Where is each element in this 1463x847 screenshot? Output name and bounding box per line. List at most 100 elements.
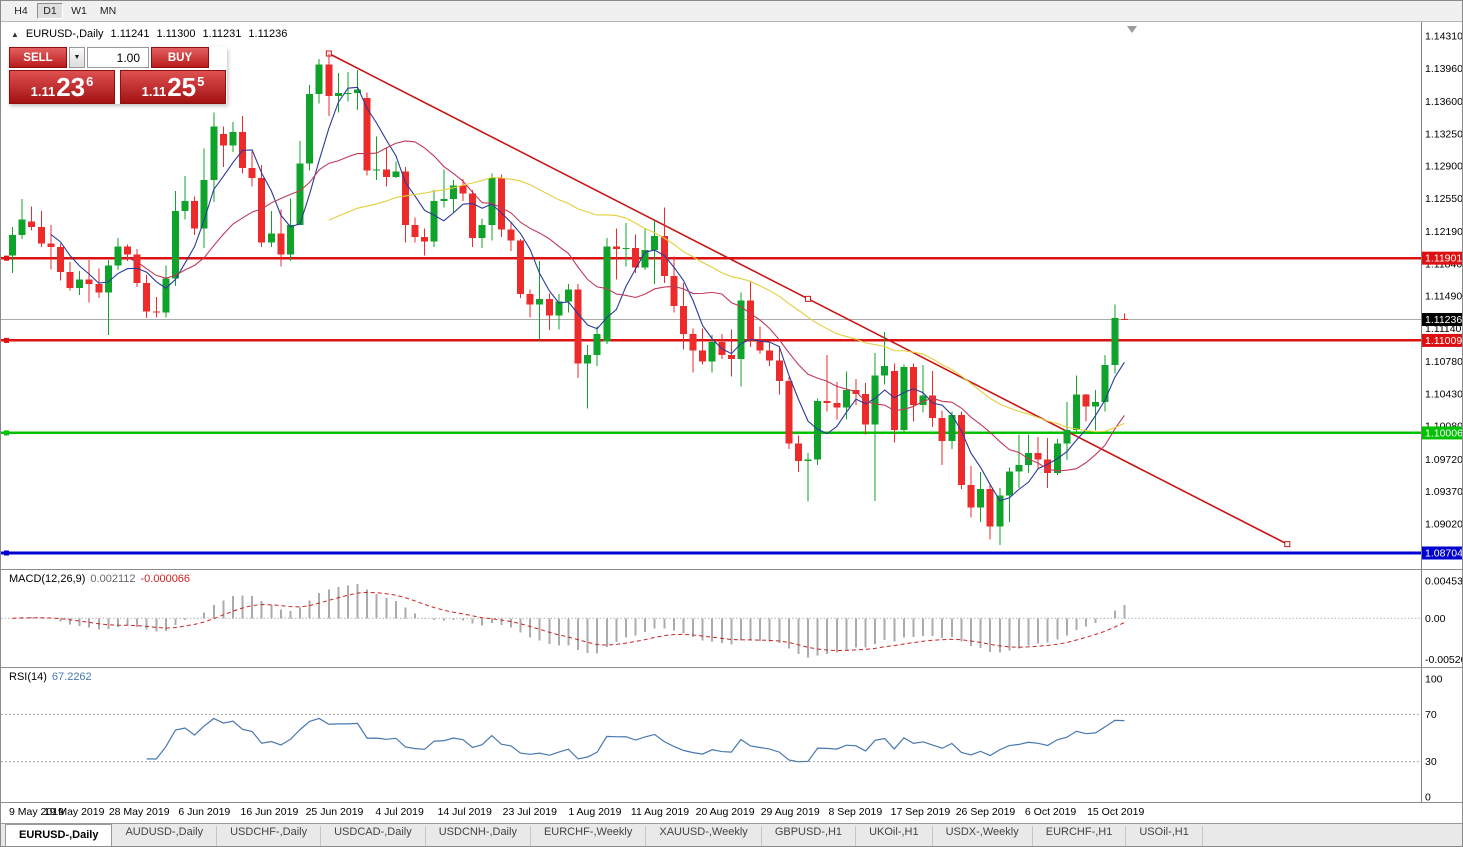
- price-axis-labels: 1.14310 1.13960 1.13600 1.13250 1.12900 1.125…: [1425, 31, 1463, 531]
- svg-text:1.12900: 1.12900: [1425, 161, 1463, 173]
- svg-text:1.10430: 1.10430: [1425, 388, 1463, 400]
- rsi-line: [146, 717, 1125, 763]
- sell-button[interactable]: SELL: [9, 47, 67, 68]
- price-badge-text: 1.08704: [1425, 548, 1463, 560]
- macd-signal-value: -0.000066: [140, 573, 191, 585]
- candles: [9, 53, 1128, 546]
- tab-usdchf-daily[interactable]: USDCHF-,Daily: [217, 826, 322, 846]
- one-click-collapse-icon[interactable]: ▲: [11, 29, 19, 39]
- price-badge: [1422, 426, 1462, 440]
- tab-usoil-h1[interactable]: USOil-,H1: [1126, 826, 1203, 846]
- tab-audusd-daily[interactable]: AUDUSD-,Daily: [112, 826, 218, 846]
- svg-text:0.004536: 0.004536: [1425, 576, 1463, 588]
- ma-line-13: [127, 140, 1125, 472]
- svg-text:1.13600: 1.13600: [1425, 96, 1463, 108]
- svg-text:1.13250: 1.13250: [1425, 128, 1463, 140]
- svg-text:1.09020: 1.09020: [1425, 518, 1463, 530]
- line-handle[interactable]: [4, 550, 9, 556]
- date-label: 17 Sep 2019: [890, 806, 951, 818]
- date-label: 20 Aug 2019: [695, 806, 755, 818]
- buy-price-main: 1.11: [141, 84, 167, 99]
- timeframe-h4-button[interactable]: H4: [8, 3, 34, 19]
- date-label: 9 May 2019: [9, 806, 64, 818]
- macd-value: 0.002112: [90, 573, 136, 585]
- tab-ukoil-h1[interactable]: UKOil-,H1: [856, 826, 933, 846]
- date-label: 28 May 2019: [108, 806, 170, 818]
- buy-button[interactable]: BUY: [151, 47, 209, 68]
- date-label: 29 Aug 2019: [760, 806, 820, 818]
- svg-text:70: 70: [1425, 709, 1437, 721]
- date-label: 11 Aug 2019: [630, 806, 690, 818]
- ma-line-5: [50, 86, 1125, 502]
- trendline-handle[interactable]: [1284, 541, 1291, 548]
- trendline-handle[interactable]: [805, 295, 812, 302]
- macd-header: MACD(12,26,9) 0.002112 -0.000066: [9, 573, 190, 585]
- date-axis: 9 May 2019 19 May 2019 28 May 2019 6 Jun 20…: [1, 803, 1421, 823]
- date-label: 6 Jun 2019: [178, 806, 231, 818]
- date-label: 16 Jun 2019: [240, 806, 299, 818]
- date-label: 19 May 2019: [43, 806, 105, 818]
- line-handle[interactable]: [4, 337, 9, 343]
- price-badge: [1422, 251, 1462, 265]
- svg-text:1.14310: 1.14310: [1425, 31, 1463, 43]
- price-badge: [1422, 312, 1462, 326]
- date-label: 26 Sep 2019: [955, 806, 1016, 818]
- chart-ohlc-header: ▲ EURUSD-,Daily 1.11241 1.11300 1.11231 …: [11, 28, 287, 40]
- rsi-label: RSI(14): [9, 671, 47, 683]
- tab-eurusd-daily[interactable]: EURUSD-,Daily: [5, 824, 113, 846]
- timeframe-d1-button[interactable]: D1: [37, 3, 63, 19]
- date-label: 14 Jul 2019: [437, 806, 492, 818]
- macd-pane[interactable]: 0.004536 0.00 -0.005205: [1, 569, 1463, 667]
- chevron-down-icon: ▼: [73, 54, 81, 61]
- date-label: 6 Oct 2019: [1024, 806, 1077, 818]
- tab-eurchf-weekly[interactable]: EURCHF-,Weekly: [531, 826, 647, 846]
- macd-axis-labels: 0.004536 0.00 -0.005205: [1425, 576, 1463, 667]
- svg-text:30: 30: [1425, 756, 1437, 768]
- svg-text:1.09720: 1.09720: [1425, 454, 1463, 466]
- rsi-value: 67.2262: [51, 671, 92, 683]
- date-label: 4 Jul 2019: [375, 806, 424, 818]
- svg-text:100: 100: [1425, 674, 1443, 686]
- price-badge-text: 1.11236: [1425, 314, 1462, 326]
- buy-price-point: 5: [197, 74, 205, 89]
- ohlc-low: 1.11231: [202, 28, 242, 40]
- tab-usdcnh-daily[interactable]: USDCNH-,Daily: [426, 826, 531, 846]
- timeframe-mn-button[interactable]: MN: [95, 3, 121, 19]
- svg-text:1.12190: 1.12190: [1425, 226, 1463, 238]
- buy-price-pips: 25: [167, 72, 197, 102]
- date-label: 23 Jul 2019: [502, 806, 557, 818]
- timeframe-w1-button[interactable]: W1: [66, 3, 92, 19]
- tab-eurchf-h1[interactable]: EURCHF-,H1: [1033, 826, 1127, 846]
- line-handle[interactable]: [4, 430, 9, 436]
- price-badge-text: 1.10006: [1425, 427, 1463, 439]
- price-badge: [1422, 546, 1462, 560]
- volume-input[interactable]: [87, 47, 149, 68]
- macd-histogram: [21, 584, 1126, 658]
- macd-label: MACD(12,26,9): [9, 573, 86, 585]
- date-label: 1 Aug 2019: [568, 806, 622, 818]
- tab-usdx-weekly[interactable]: USDX-,Weekly: [933, 826, 1033, 846]
- svg-text:0.00: 0.00: [1425, 613, 1446, 625]
- rsi-pane[interactable]: 100 70 30 0: [1, 667, 1463, 803]
- tab-usdcad-daily[interactable]: USDCAD-,Daily: [321, 826, 426, 846]
- ohlc-high: 1.11300: [156, 28, 196, 40]
- sell-price-pips: 23: [56, 72, 86, 102]
- timeframe-toolbar: H4 D1 W1 MN: [1, 1, 1462, 22]
- svg-text:1.11490: 1.11490: [1425, 291, 1462, 303]
- sell-price-display[interactable]: 1.11 23 6: [9, 70, 115, 104]
- ohlc-open: 1.11241: [110, 28, 150, 40]
- buy-price-display[interactable]: 1.11 25 5: [120, 70, 226, 104]
- ma-line-34: [328, 176, 1125, 433]
- svg-text:1.12550: 1.12550: [1425, 193, 1463, 205]
- chart-shift-marker-icon[interactable]: [1127, 26, 1137, 33]
- price-badge: [1422, 333, 1462, 347]
- tab-gbpusd-h1[interactable]: GBPUSD-,H1: [762, 826, 857, 846]
- date-label: 15 Oct 2019: [1087, 806, 1145, 818]
- price-chart[interactable]: 1.14310 1.13960 1.13600 1.13250 1.12900 1.125…: [1, 21, 1463, 569]
- volume-dropdown-button[interactable]: ▼: [69, 47, 85, 68]
- sell-price-point: 6: [86, 74, 94, 89]
- line-handle[interactable]: [4, 255, 9, 261]
- price-badge-text: 1.11009: [1425, 335, 1462, 347]
- tab-xauusd-weekly[interactable]: XAUUSD-,Weekly: [646, 826, 762, 846]
